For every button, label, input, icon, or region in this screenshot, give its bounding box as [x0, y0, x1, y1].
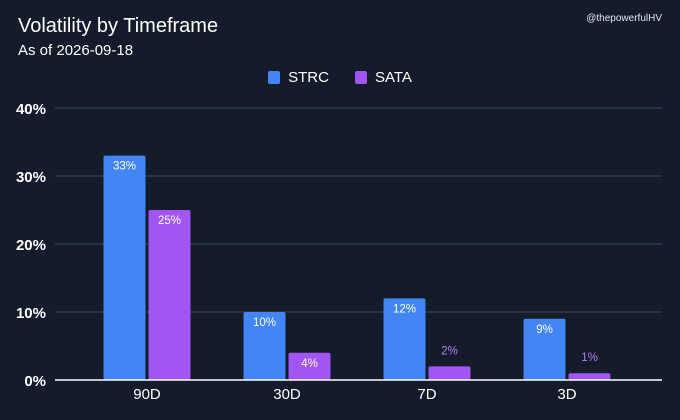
- legend-swatch-sata: [354, 71, 367, 84]
- data-label: 4%: [301, 358, 318, 370]
- x-tick-label: 90D: [133, 386, 161, 403]
- x-tick-label: 7D: [417, 386, 436, 403]
- data-label: 10%: [253, 317, 276, 329]
- chart-title: Volatility by Timeframe: [18, 15, 219, 37]
- bar-strc-3d: [523, 318, 566, 380]
- bar-strc-90d: [103, 155, 146, 380]
- author-handle: @thepowerfulHV: [586, 13, 662, 24]
- legend-label-sata: SATA: [374, 69, 412, 86]
- bar-strc-7d: [383, 298, 426, 380]
- legend-item-strc: STRC: [268, 69, 329, 86]
- legend: STRC SATA: [0, 69, 680, 86]
- data-label: 25%: [158, 215, 181, 227]
- data-label: 12%: [393, 303, 416, 315]
- y-tick-label: 30%: [16, 169, 46, 186]
- y-tick-label: 40%: [16, 101, 46, 118]
- bar-sata-7d: [428, 366, 471, 380]
- legend-item-sata: SATA: [354, 69, 412, 86]
- legend-swatch-strc: [268, 71, 281, 84]
- data-label: 1%: [581, 352, 598, 364]
- x-tick-label: 3D: [557, 386, 576, 403]
- bar-sata-3d: [568, 373, 611, 380]
- bar-strc-30d: [243, 312, 286, 380]
- y-tick-label: 20%: [16, 237, 46, 254]
- data-label: 9%: [536, 324, 553, 336]
- x-tick-label: 30D: [273, 386, 301, 403]
- data-label: 2%: [441, 345, 458, 357]
- chart-subtitle: As of 2026-09-18: [18, 42, 134, 59]
- bar-sata-30d: [288, 352, 331, 380]
- y-tick-label: 0%: [24, 373, 46, 390]
- y-tick-label: 10%: [16, 305, 46, 322]
- legend-label-strc: STRC: [288, 69, 329, 86]
- data-label: 33%: [113, 161, 136, 173]
- bar-sata-90d: [148, 210, 191, 380]
